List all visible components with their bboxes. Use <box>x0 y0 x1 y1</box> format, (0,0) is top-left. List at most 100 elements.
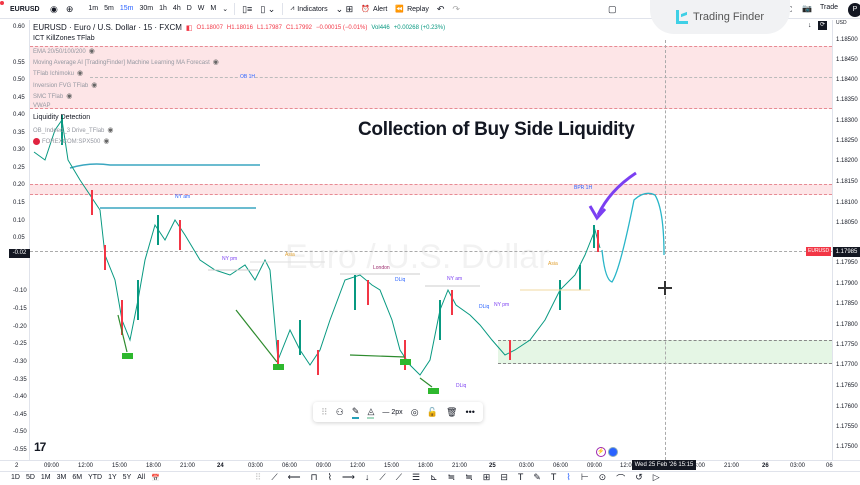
trade-button[interactable]: Trade <box>820 4 839 11</box>
avatar[interactable]: P <box>848 3 860 17</box>
layout-icon[interactable]: ▢ <box>607 3 617 14</box>
indicators-button[interactable]: ⩘ Indicators <box>286 0 331 19</box>
trash-icon[interactable]: 🗑 <box>445 406 458 417</box>
eye-icon[interactable]: ◉ <box>107 127 114 134</box>
time-axis[interactable]: 2 09:00 12:00 15:00 18:00 21:00 24 03:00… <box>0 460 860 471</box>
line-width-button[interactable]: — 2px <box>382 408 403 416</box>
indicator-vwap[interactable]: VWAP <box>33 103 50 109</box>
brush-icon[interactable]: ✎ <box>533 471 541 482</box>
forecast-icon[interactable]: ▷ <box>652 471 660 482</box>
eye-icon[interactable]: ◉ <box>50 3 58 14</box>
range-3m[interactable]: 3M <box>56 474 67 481</box>
bar-style-icon[interactable]: ▯≡ <box>242 3 253 14</box>
curve-icon[interactable]: ↺ <box>635 471 643 482</box>
indicator-inversion-fvg[interactable]: Inversion FVG TFlab ◉ <box>33 81 97 89</box>
indicator-ema[interactable]: EMA 20/50/100/200 ◉ <box>33 47 95 55</box>
fib-ext-icon[interactable]: ≒ <box>465 471 473 482</box>
event-dot-icon[interactable] <box>608 447 618 457</box>
top-toolbar: EURUSD ◉ ⊕ 1m 5m 15m 30m 1h 4h D W M ⌄ ▯… <box>0 0 860 19</box>
tf-1h[interactable]: 1h <box>159 5 167 12</box>
redo-icon[interactable]: ↷ <box>452 3 460 14</box>
tf-m[interactable]: M <box>210 5 217 12</box>
tradingview-logo[interactable]: 17 <box>34 440 46 454</box>
more-icon[interactable]: ••• <box>465 407 475 417</box>
arrow-left-icon[interactable]: ⟵ <box>287 471 301 482</box>
horizontal-ray-icon[interactable]: ⟶ <box>341 471 355 482</box>
tf-d[interactable]: D <box>186 5 192 12</box>
time-tick: 15:00 <box>384 463 400 469</box>
ray-icon[interactable]: ⟋ <box>379 471 386 482</box>
pattern-icon[interactable]: ⌇ <box>566 471 571 482</box>
eye-icon[interactable]: ◉ <box>103 138 110 145</box>
eye-icon[interactable]: ◉ <box>88 48 95 55</box>
range-6m[interactable]: 6M <box>72 474 83 481</box>
symbol-title[interactable]: EURUSD · Euro / U.S. Dollar · 15 · FXCM <box>33 23 182 32</box>
indicator-ob-3drive[interactable]: OB_Indeed_3 Drive_TFlab ◉ <box>33 126 113 134</box>
calendar-icon[interactable]: 📅 <box>151 475 160 482</box>
alert-button[interactable]: ⏰ Alert <box>357 0 391 19</box>
eye-icon[interactable]: ◉ <box>66 93 73 100</box>
arc-icon[interactable]: ⌒ <box>616 473 626 484</box>
tf-4h[interactable]: 4h <box>172 5 181 12</box>
indicator-smc[interactable]: SMC TFlab ◉ <box>33 92 72 100</box>
parallel-channel-icon[interactable]: ☰ <box>412 471 421 482</box>
text-note-icon[interactable]: T <box>550 471 557 482</box>
range-ytd[interactable]: YTD <box>88 474 103 481</box>
tf-30m[interactable]: 30m <box>139 5 154 12</box>
range-5y[interactable]: 5Y <box>122 474 132 481</box>
undo-icon[interactable]: ↶ <box>436 3 445 14</box>
right-tick: 1.17750 <box>836 342 858 348</box>
vertical-line-icon[interactable]: ↓ <box>364 471 370 482</box>
tf-1m[interactable]: 1m <box>88 5 99 12</box>
drag-handle-icon[interactable]: ⠿ <box>254 471 262 482</box>
templates-icon[interactable]: ⌄ ⊞ <box>335 3 354 14</box>
indicator-ict-killzones[interactable]: ICT KillZones TFlab <box>33 35 95 42</box>
range-5d[interactable]: 5D <box>25 474 35 481</box>
chart-canvas[interactable]: Euro / U.S. Dollar OB 1H BPR 1H <box>0 20 860 460</box>
event-flash-icon[interactable]: ⚡ <box>596 447 606 457</box>
left-price-axis[interactable]: 0.60 0.55 0.50 0.45 0.40 0.35 0.30 0.25 … <box>0 20 30 460</box>
candles-icon[interactable]: ▯ ⌄ <box>260 3 276 14</box>
grid-icon[interactable]: ⊞ <box>482 471 491 482</box>
currency-selector[interactable]: USD <box>836 20 847 26</box>
template-icon[interactable]: ⚇ <box>335 406 344 417</box>
rectangle-icon[interactable]: ⊓ <box>310 471 318 482</box>
camera-icon[interactable]: 📷 <box>802 4 812 13</box>
tf-15m[interactable]: 15m <box>119 5 134 12</box>
symbol-watermark: Euro / U.S. Dollar <box>285 238 550 276</box>
extended-line-icon[interactable]: ⟋ <box>395 471 403 482</box>
circle-icon[interactable]: ⊙ <box>598 471 607 482</box>
right-price-axis[interactable]: USD 1.18500 1.18450 1.18400 1.18350 1.18… <box>832 20 860 460</box>
indicator-ichimoku[interactable]: TFlab Ichimoku ◉ <box>33 69 83 77</box>
pencil-color-icon[interactable]: ✎ <box>351 406 360 419</box>
eye-icon[interactable]: ◉ <box>91 82 98 89</box>
add-symbol-icon[interactable]: ⊕ <box>65 3 74 14</box>
gann-box-icon[interactable]: ⊟ <box>500 471 508 482</box>
eye-icon[interactable]: ◉ <box>212 59 219 66</box>
measure-icon[interactable]: ⊢ <box>580 471 589 482</box>
auto-scale-icon[interactable]: ⟳ <box>818 21 827 30</box>
fill-color-icon[interactable]: ◬ <box>367 406 375 419</box>
download-icon[interactable]: ↓ <box>808 22 812 29</box>
text-icon[interactable]: T <box>517 471 524 482</box>
eye-icon[interactable]: ◉ <box>77 70 84 77</box>
indicator-ma-ai[interactable]: Moving Average AI [TradingFinder] Machin… <box>33 58 219 66</box>
tf-w[interactable]: W <box>197 5 205 12</box>
lock-icon[interactable]: 🔓 <box>426 406 438 417</box>
symbol-search[interactable]: EURUSD <box>10 5 40 13</box>
range-1d[interactable]: 1D <box>11 474 20 481</box>
trend-line-icon[interactable]: ⟋ <box>271 471 278 482</box>
indicator-liquidity-detection[interactable]: Liquidity Detection <box>33 114 90 121</box>
path-icon[interactable]: ⌇ <box>327 471 332 482</box>
fib-icon[interactable]: ≒ <box>447 471 456 482</box>
settings-icon[interactable]: ◎ <box>410 406 419 417</box>
range-all[interactable]: All <box>137 474 146 481</box>
indicator-spx500[interactable]: FOREXCOM:SPX500 ◉ <box>33 137 109 145</box>
regression-icon[interactable]: ⊾ <box>430 471 438 482</box>
replay-button[interactable]: ⏪ Replay <box>391 0 433 19</box>
range-1y[interactable]: 1Y <box>108 474 117 481</box>
range-1m[interactable]: 1M <box>40 474 51 481</box>
tf-5m[interactable]: 5m <box>104 5 114 12</box>
drag-handle-icon[interactable]: ⠿ <box>321 406 328 417</box>
chevron-down-icon[interactable]: ⌄ <box>222 6 229 13</box>
